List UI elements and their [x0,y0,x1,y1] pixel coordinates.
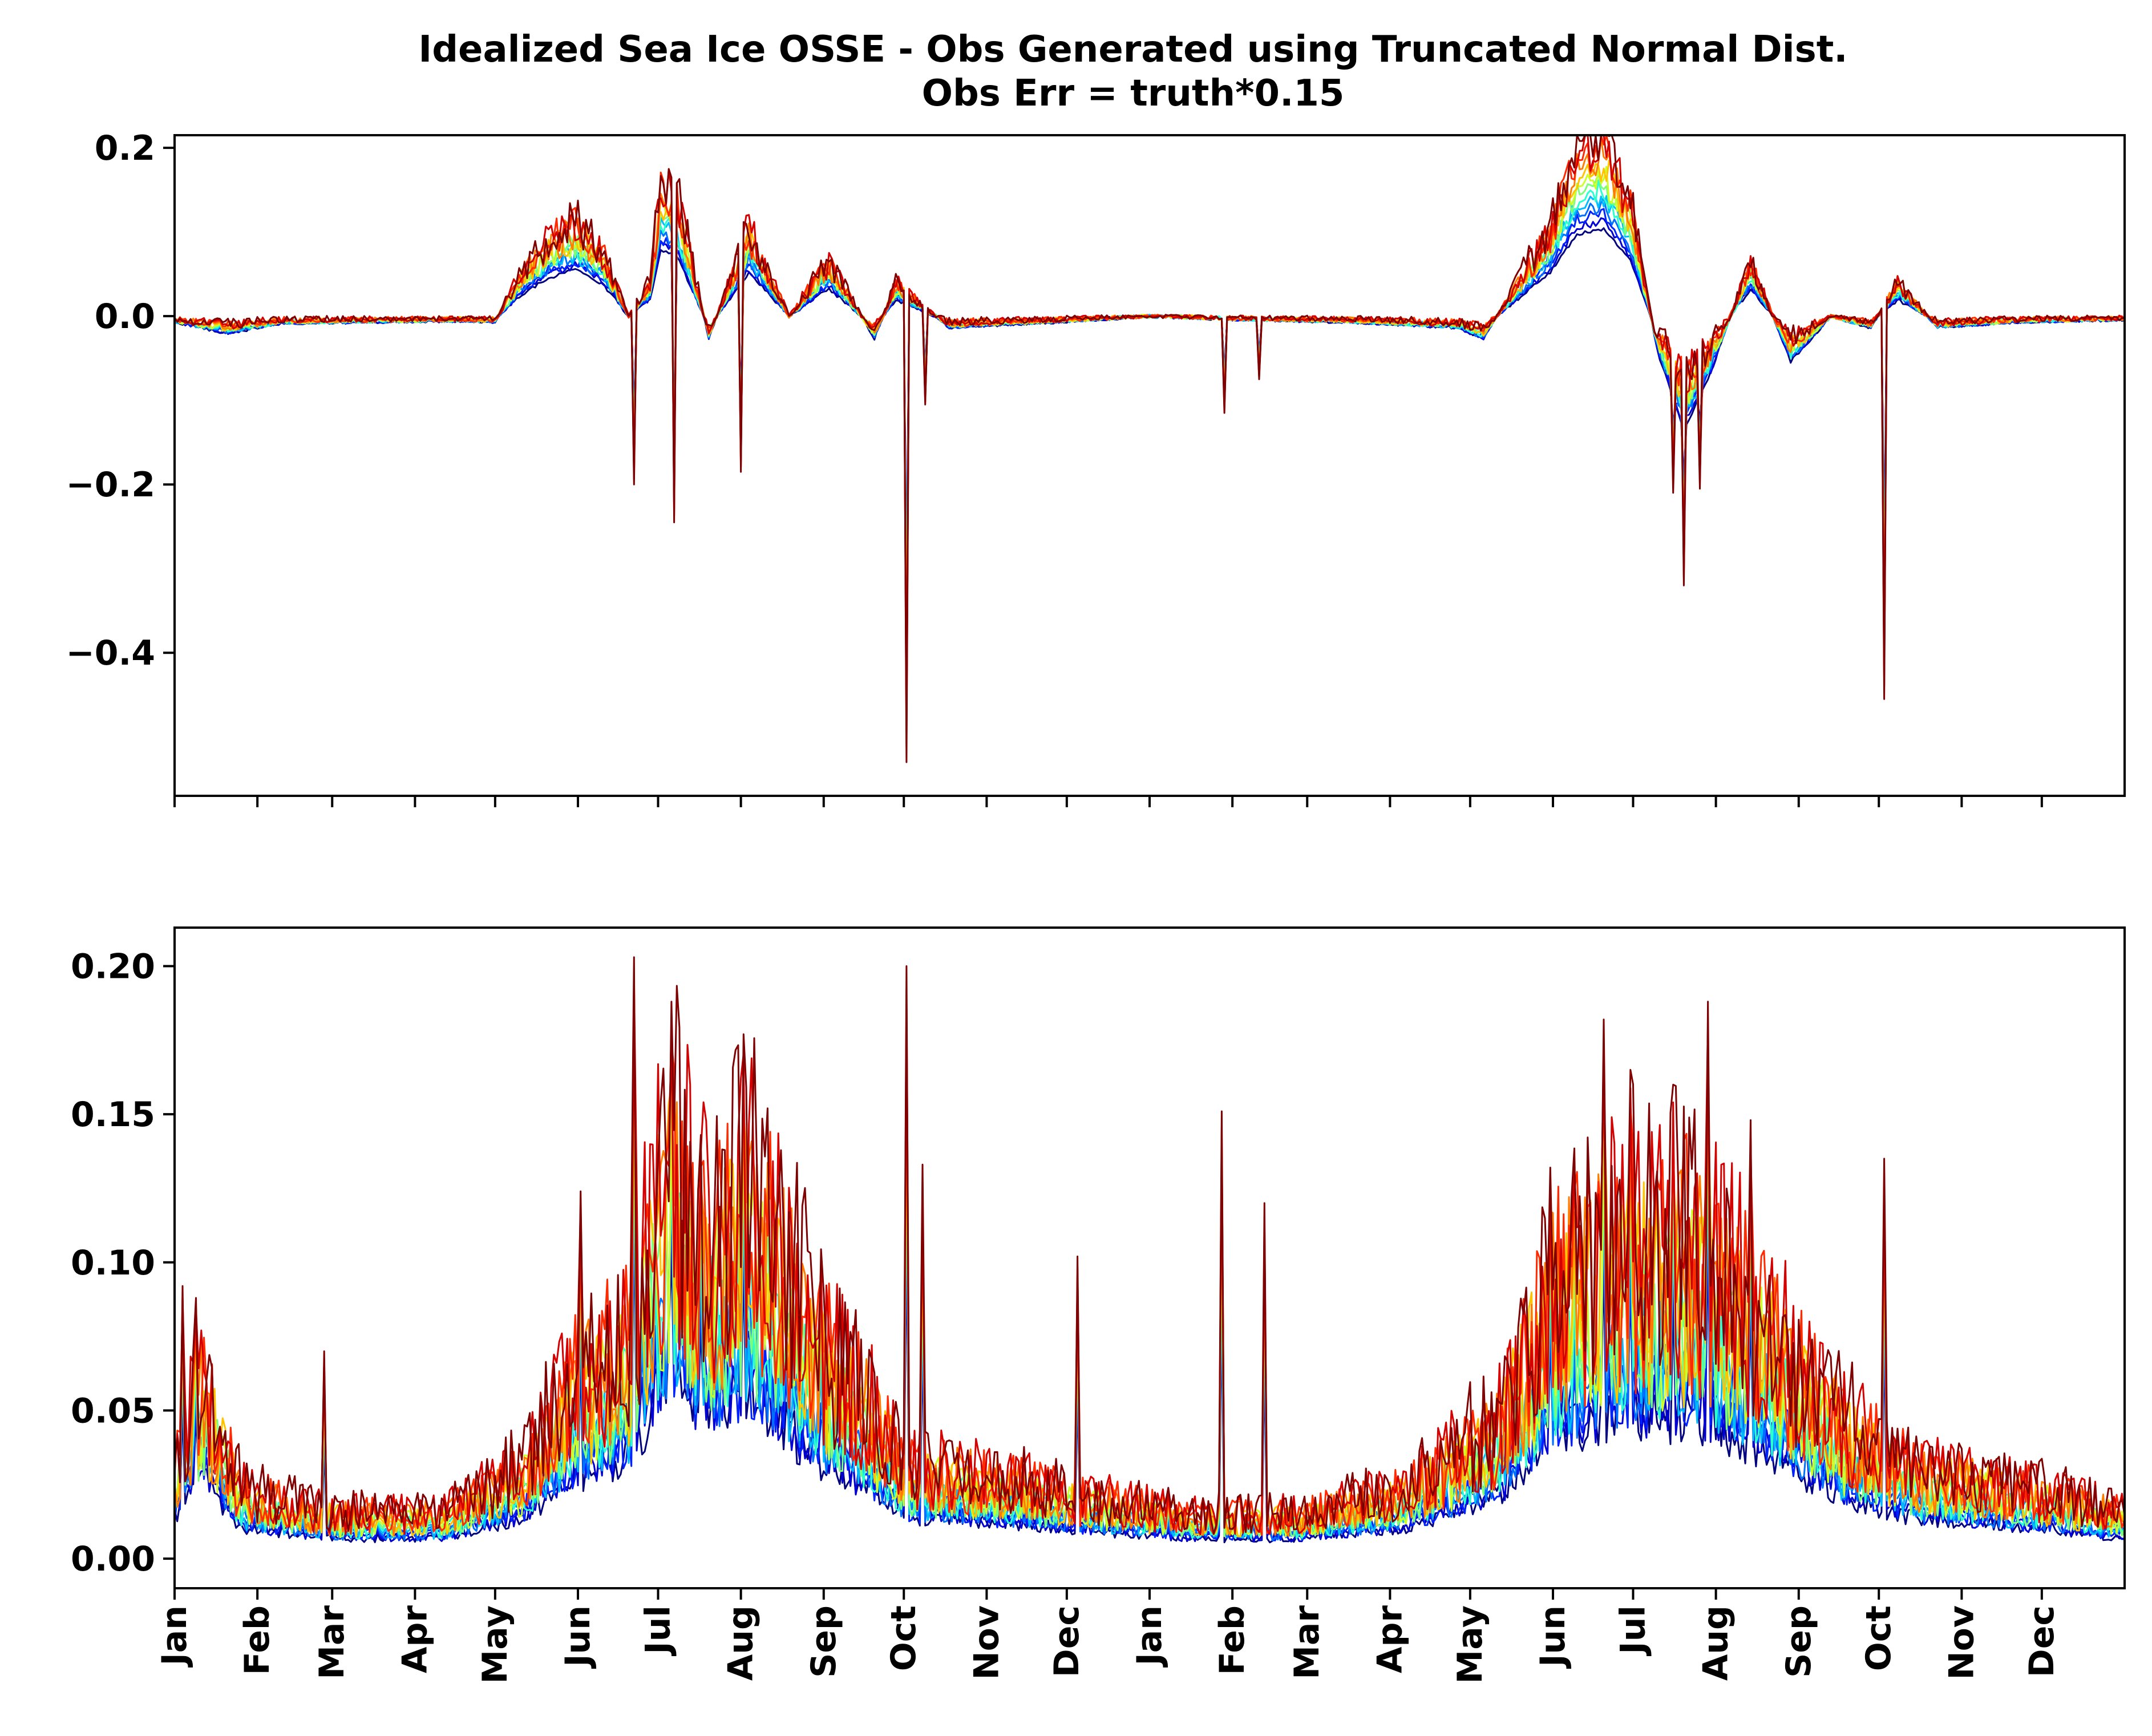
x-tick-label: Nov [1941,1605,1981,1680]
x-tick-label: May [475,1605,515,1684]
top-plot-frame [173,134,2126,797]
top-y-axis: 0.2 0.0 −0.2 −0.4 [66,128,175,673]
chart-title-line1: Idealized Sea Ice OSSE - Obs Generated u… [418,29,1847,71]
bottom-x-axis: Jan Feb Mar Apr May Jun Jul Aug Sep Oct Nov Dec Jan F… [155,1588,2062,1684]
x-tick-label: Sep [804,1605,844,1678]
ensemble-series-line [174,179,2126,659]
x-tick-label: Jan [155,1605,195,1668]
ensemble-series-line [174,208,2125,614]
top-x-axis [173,796,2043,807]
y-tick-label: −0.4 [66,633,155,673]
x-tick-label: Oct [1859,1605,1899,1671]
y-tick-label: 0.2 [95,128,155,168]
x-tick-label: Aug [721,1605,761,1681]
x-tick-label: Sep [1779,1605,1819,1678]
x-tick-label: Jan [1130,1605,1170,1668]
x-tick-label: Mar [312,1605,352,1680]
ensemble-series-line [173,1001,2126,1536]
ensemble-series-line [174,217,2125,600]
ensemble-series-line [174,227,2125,585]
ensemble-series-line [174,195,2125,644]
ensemble-series-line [174,197,2125,629]
bottom-panel: 0.000.050.100.150.20 Jan Feb Mar Apr May Jun J… [71,926,2126,1684]
x-tick-label: Apr [395,1605,435,1673]
x-tick-label: Jul [1613,1605,1653,1657]
ensemble-series-line [173,134,2125,748]
y-tick-label: 0.05 [71,1391,155,1431]
ensemble-series-line [173,979,2126,1536]
x-tick-label: Oct [884,1605,924,1671]
top-series-group [173,134,2126,763]
y-tick-label: 0.10 [71,1243,155,1283]
ensemble-series-line [173,956,2126,1535]
x-tick-label: Feb [237,1605,277,1675]
x-tick-label: Dec [2022,1605,2062,1677]
bottom-series-group [173,956,2126,1544]
ensemble-series-line [173,1046,2126,1537]
y-tick-label: 0.00 [71,1539,155,1579]
ensemble-series-line [174,159,2125,704]
x-tick-label: Apr [1370,1605,1410,1673]
x-tick-label: Nov [966,1605,1006,1680]
ensemble-series-line [174,134,2125,734]
ensemble-series-line [174,173,2125,674]
bottom-y-axis: 0.00 0.05 0.10 0.15 0.20 [71,947,175,1579]
x-tick-label: Jun [1533,1605,1573,1669]
x-tick-label: Jul [638,1605,678,1657]
top-panel: 0.2 0.0 −0.2 −0.4 [66,128,2126,807]
chart-title-line2: Obs Err = truth*0.15 [922,72,1345,115]
x-tick-label: May [1450,1605,1490,1684]
x-tick-label: Mar [1287,1605,1327,1680]
y-tick-label: 0.15 [71,1095,155,1135]
x-tick-label: Jun [558,1605,598,1669]
y-tick-label: 0.0 [95,297,155,337]
x-tick-label: Dec [1047,1605,1087,1677]
x-tick-label: Aug [1696,1605,1736,1681]
y-tick-label: −0.2 [66,465,155,505]
ensemble-series-line [174,165,2125,689]
y-tick-label: 0.20 [71,947,155,987]
x-tick-label: Feb [1212,1605,1252,1675]
ensemble-series-line [174,137,2125,719]
ensemble-series-line [173,134,2125,763]
